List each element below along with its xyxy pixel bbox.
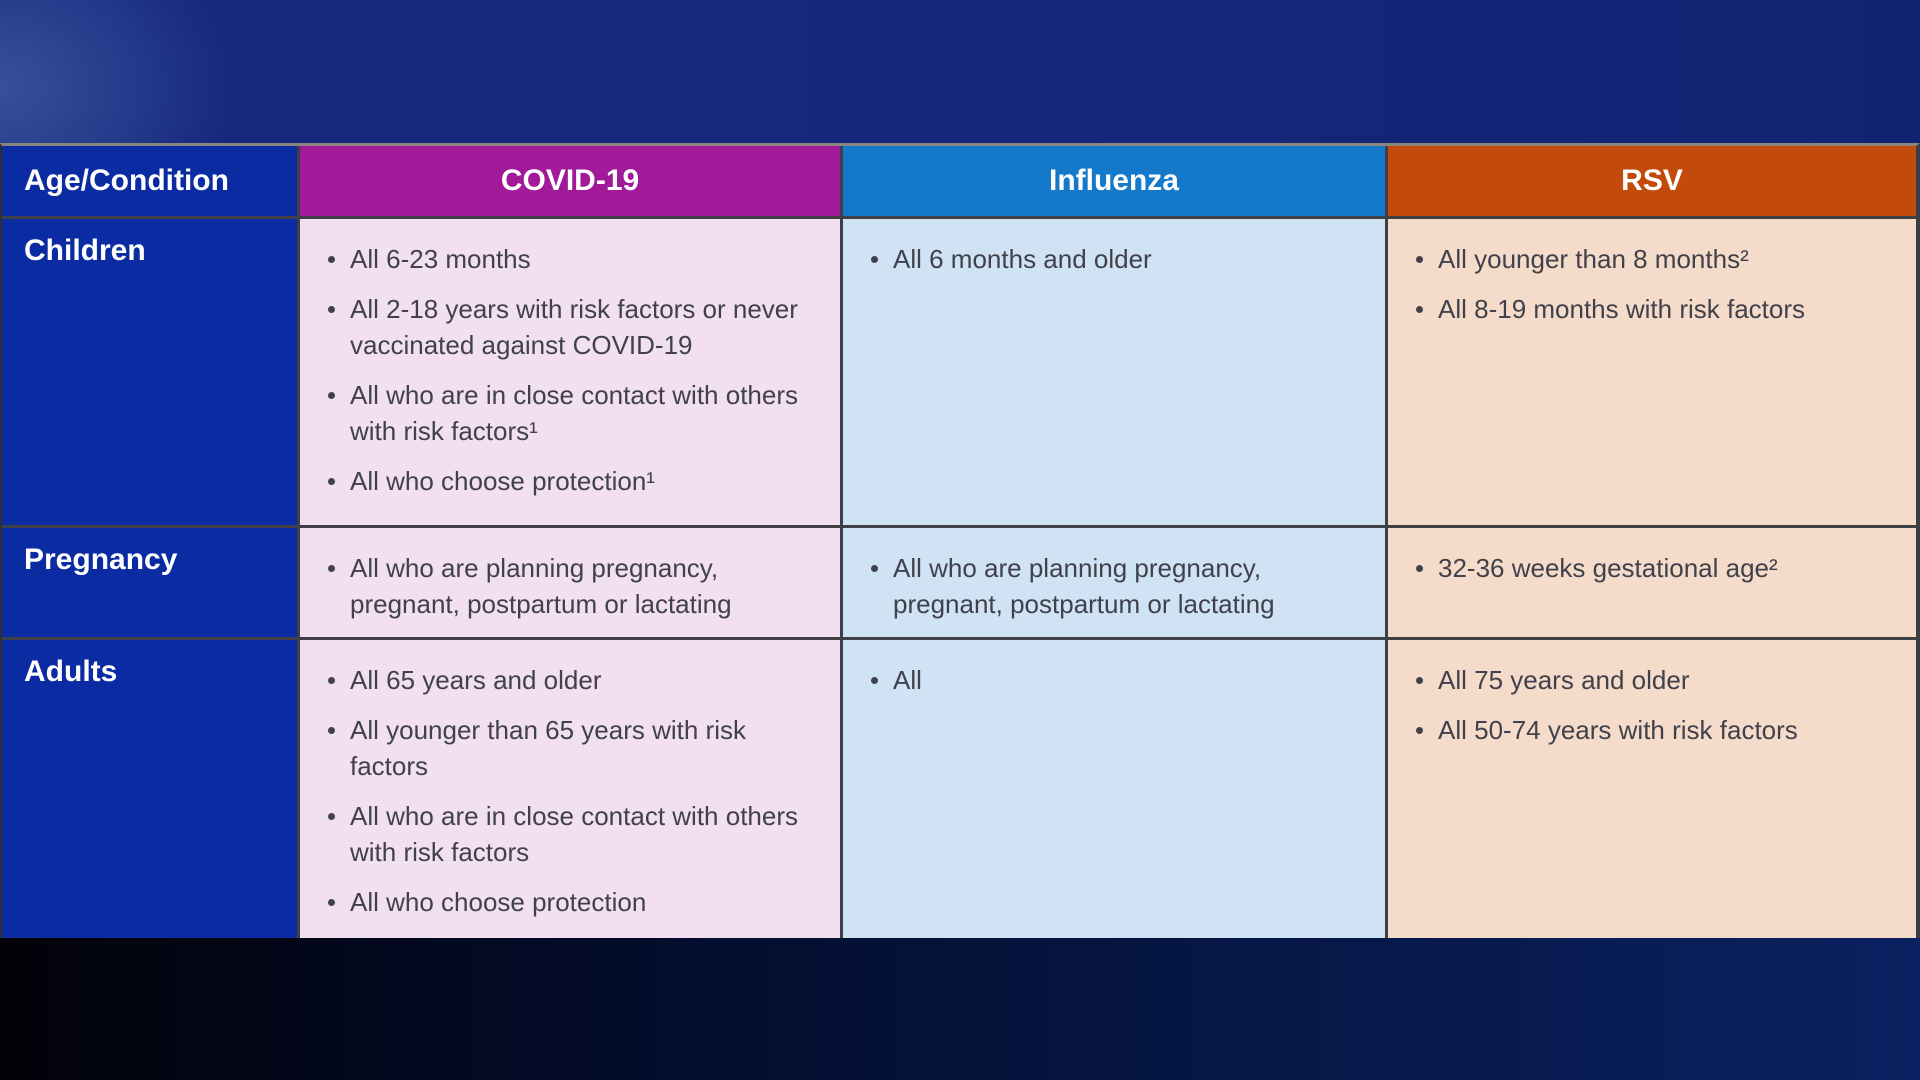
- bullet-item: All who choose protection: [320, 884, 824, 920]
- bullet-item: All: [863, 662, 1369, 698]
- cell-children-influenza: All 6 months and older: [843, 219, 1385, 525]
- vaccine-recommendations-table: Age/Condition COVID-19 Influenza RSV Chi…: [0, 143, 1920, 938]
- bullet-item: All 8-19 months with risk factors: [1408, 291, 1900, 327]
- background-bottom: [0, 938, 1920, 1080]
- cell-adults-rsv: All 75 years and older All 50-74 years w…: [1388, 640, 1916, 938]
- background-top: [0, 0, 1920, 143]
- bullet-item: All 6-23 months: [320, 241, 824, 277]
- row-label-children: Children: [2, 219, 297, 525]
- bullet-item: All who are in close contact with others…: [320, 377, 824, 449]
- column-header-influenza: Influenza: [843, 146, 1385, 216]
- bullet-item: All 2-18 years with risk factors or neve…: [320, 291, 824, 363]
- cell-adults-influenza: All: [843, 640, 1385, 938]
- row-label-pregnancy: Pregnancy: [2, 528, 297, 637]
- bullet-item: All who are in close contact with others…: [320, 798, 824, 870]
- bullet-item: All younger than 8 months²: [1408, 241, 1900, 277]
- cell-pregnancy-covid: All who are planning pregnancy, pregnant…: [300, 528, 840, 637]
- bullet-item: All who are planning pregnancy, pregnant…: [320, 550, 824, 622]
- cell-adults-covid: All 65 years and older All younger than …: [300, 640, 840, 938]
- cell-pregnancy-influenza: All who are planning pregnancy, pregnant…: [843, 528, 1385, 637]
- bullet-item: All 6 months and older: [863, 241, 1369, 277]
- bullet-item: All 75 years and older: [1408, 662, 1900, 698]
- bullet-item: All 65 years and older: [320, 662, 824, 698]
- cell-pregnancy-rsv: 32-36 weeks gestational age²: [1388, 528, 1916, 637]
- column-header-rsv: RSV: [1388, 146, 1916, 216]
- bullet-item: 32-36 weeks gestational age²: [1408, 550, 1900, 586]
- bullet-item: All who are planning pregnancy, pregnant…: [863, 550, 1369, 622]
- column-header-covid19: COVID-19: [300, 146, 840, 216]
- cell-children-covid: All 6-23 months All 2-18 years with risk…: [300, 219, 840, 525]
- bullet-item: All younger than 65 years with risk fact…: [320, 712, 824, 784]
- bullet-item: All who choose protection¹: [320, 463, 824, 499]
- bullet-item: All 50-74 years with risk factors: [1408, 712, 1900, 748]
- row-label-adults: Adults: [2, 640, 297, 938]
- column-header-age-condition: Age/Condition: [2, 146, 297, 216]
- cell-children-rsv: All younger than 8 months² All 8-19 mont…: [1388, 219, 1916, 525]
